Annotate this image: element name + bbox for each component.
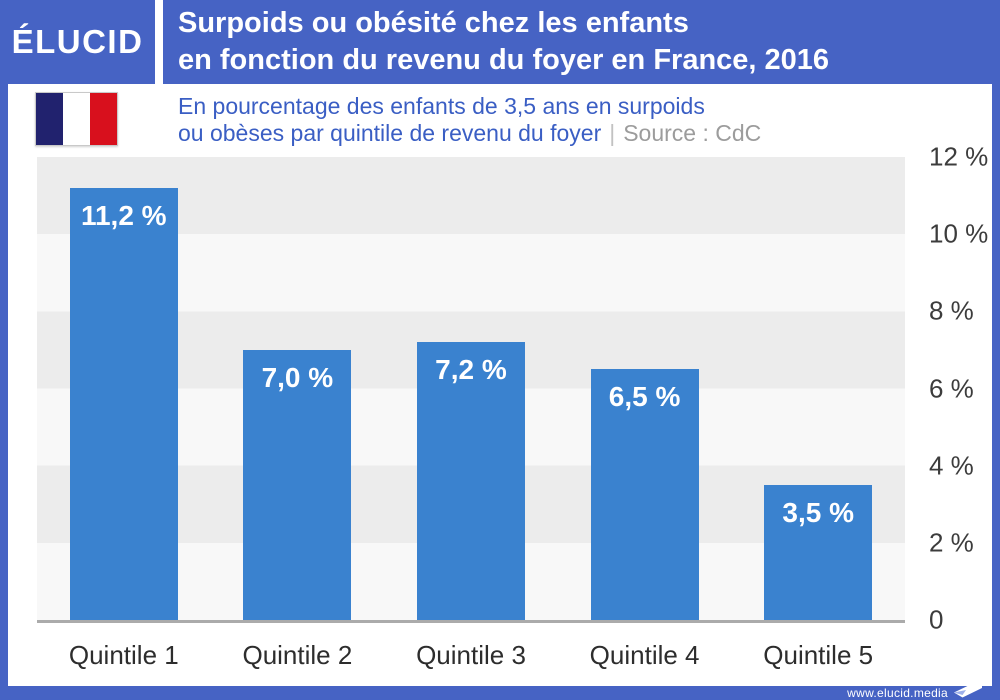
bar-value-label: 7,2 % — [435, 354, 507, 386]
x-category-label: Quintile 2 — [242, 640, 353, 670]
bar-quintile-4: 6,5 % — [590, 369, 699, 620]
source-label: Source : CdC — [623, 120, 762, 146]
subtitle-line2: ou obèses par quintile de revenu du foye… — [178, 120, 602, 146]
y-tick-label: 8 % — [929, 295, 974, 326]
bar-value-label: 6,5 % — [608, 381, 681, 413]
left-border — [0, 0, 8, 700]
x-axis-line — [37, 620, 905, 623]
y-tick-label: 12 % — [929, 141, 989, 172]
bar-quintile-2: 7,0 % — [243, 349, 352, 620]
subtitle-separator: | — [609, 120, 616, 146]
header: ÉLUCID Surpoids ou obésité chez les enfa… — [0, 0, 1000, 84]
y-tick-label: 6 % — [929, 373, 974, 403]
y-tick-label: 10 % — [929, 218, 989, 249]
bar-quintile-3: 7,2 % — [417, 342, 525, 620]
footer-url[interactable]: www.elucid.media — [847, 686, 948, 700]
right-border — [992, 0, 1000, 700]
y-tick-label: 4 % — [929, 450, 974, 481]
x-category-label: Quintile 5 — [763, 640, 874, 670]
flag-stripe-red — [90, 93, 117, 145]
bar-quintile-5: 3,5 % — [764, 484, 873, 620]
chart-title: Surpoids ou obésité chez les enfants en … — [178, 5, 829, 79]
plot-area: 11,2 % 7,0 % 7,2 % 6,5 % 3,5 % — [37, 157, 905, 620]
bar-value-label: 7,0 % — [261, 361, 334, 393]
bar-value-label: 11,2 % — [80, 199, 167, 231]
subtitle-line2-row: ou obèses par quintile de revenu du foye… — [178, 120, 761, 147]
french-flag-icon — [35, 92, 118, 146]
flag-stripe-blue — [36, 93, 63, 145]
y-axis: 12 % 10 % 8 % 6 % 4 % 2 % 0 — [905, 142, 991, 635]
bar-quintile-1: 11,2 % — [69, 187, 178, 620]
chart-subtitle: En pourcentage des enfants de 3,5 ans en… — [178, 93, 761, 147]
elucid-arrow-icon — [954, 679, 982, 698]
y-tick-label: 0 — [929, 604, 944, 635]
x-category-label: Quintile 4 — [589, 640, 700, 670]
flag-stripe-white — [63, 93, 90, 145]
elucid-logo: ÉLUCID — [11, 23, 144, 60]
chart-title-line1: Surpoids ou obésité chez les enfants — [178, 7, 689, 39]
x-axis: Quintile 1 Quintile 2 Quintile 3 Quintile 4… — [37, 640, 905, 680]
subtitle-line1: En pourcentage des enfants de 3,5 ans en… — [178, 93, 705, 119]
chart-title-line2: en fonction du revenu du foyer en France… — [178, 44, 830, 76]
header-divider — [155, 0, 163, 84]
x-category-label: Quintile 3 — [416, 640, 526, 670]
bar-value-label: 3,5 % — [782, 496, 854, 528]
x-category-label: Quintile 1 — [68, 640, 179, 670]
footer-bar: www.elucid.media — [0, 686, 1000, 700]
y-tick-label: 2 % — [929, 527, 974, 558]
